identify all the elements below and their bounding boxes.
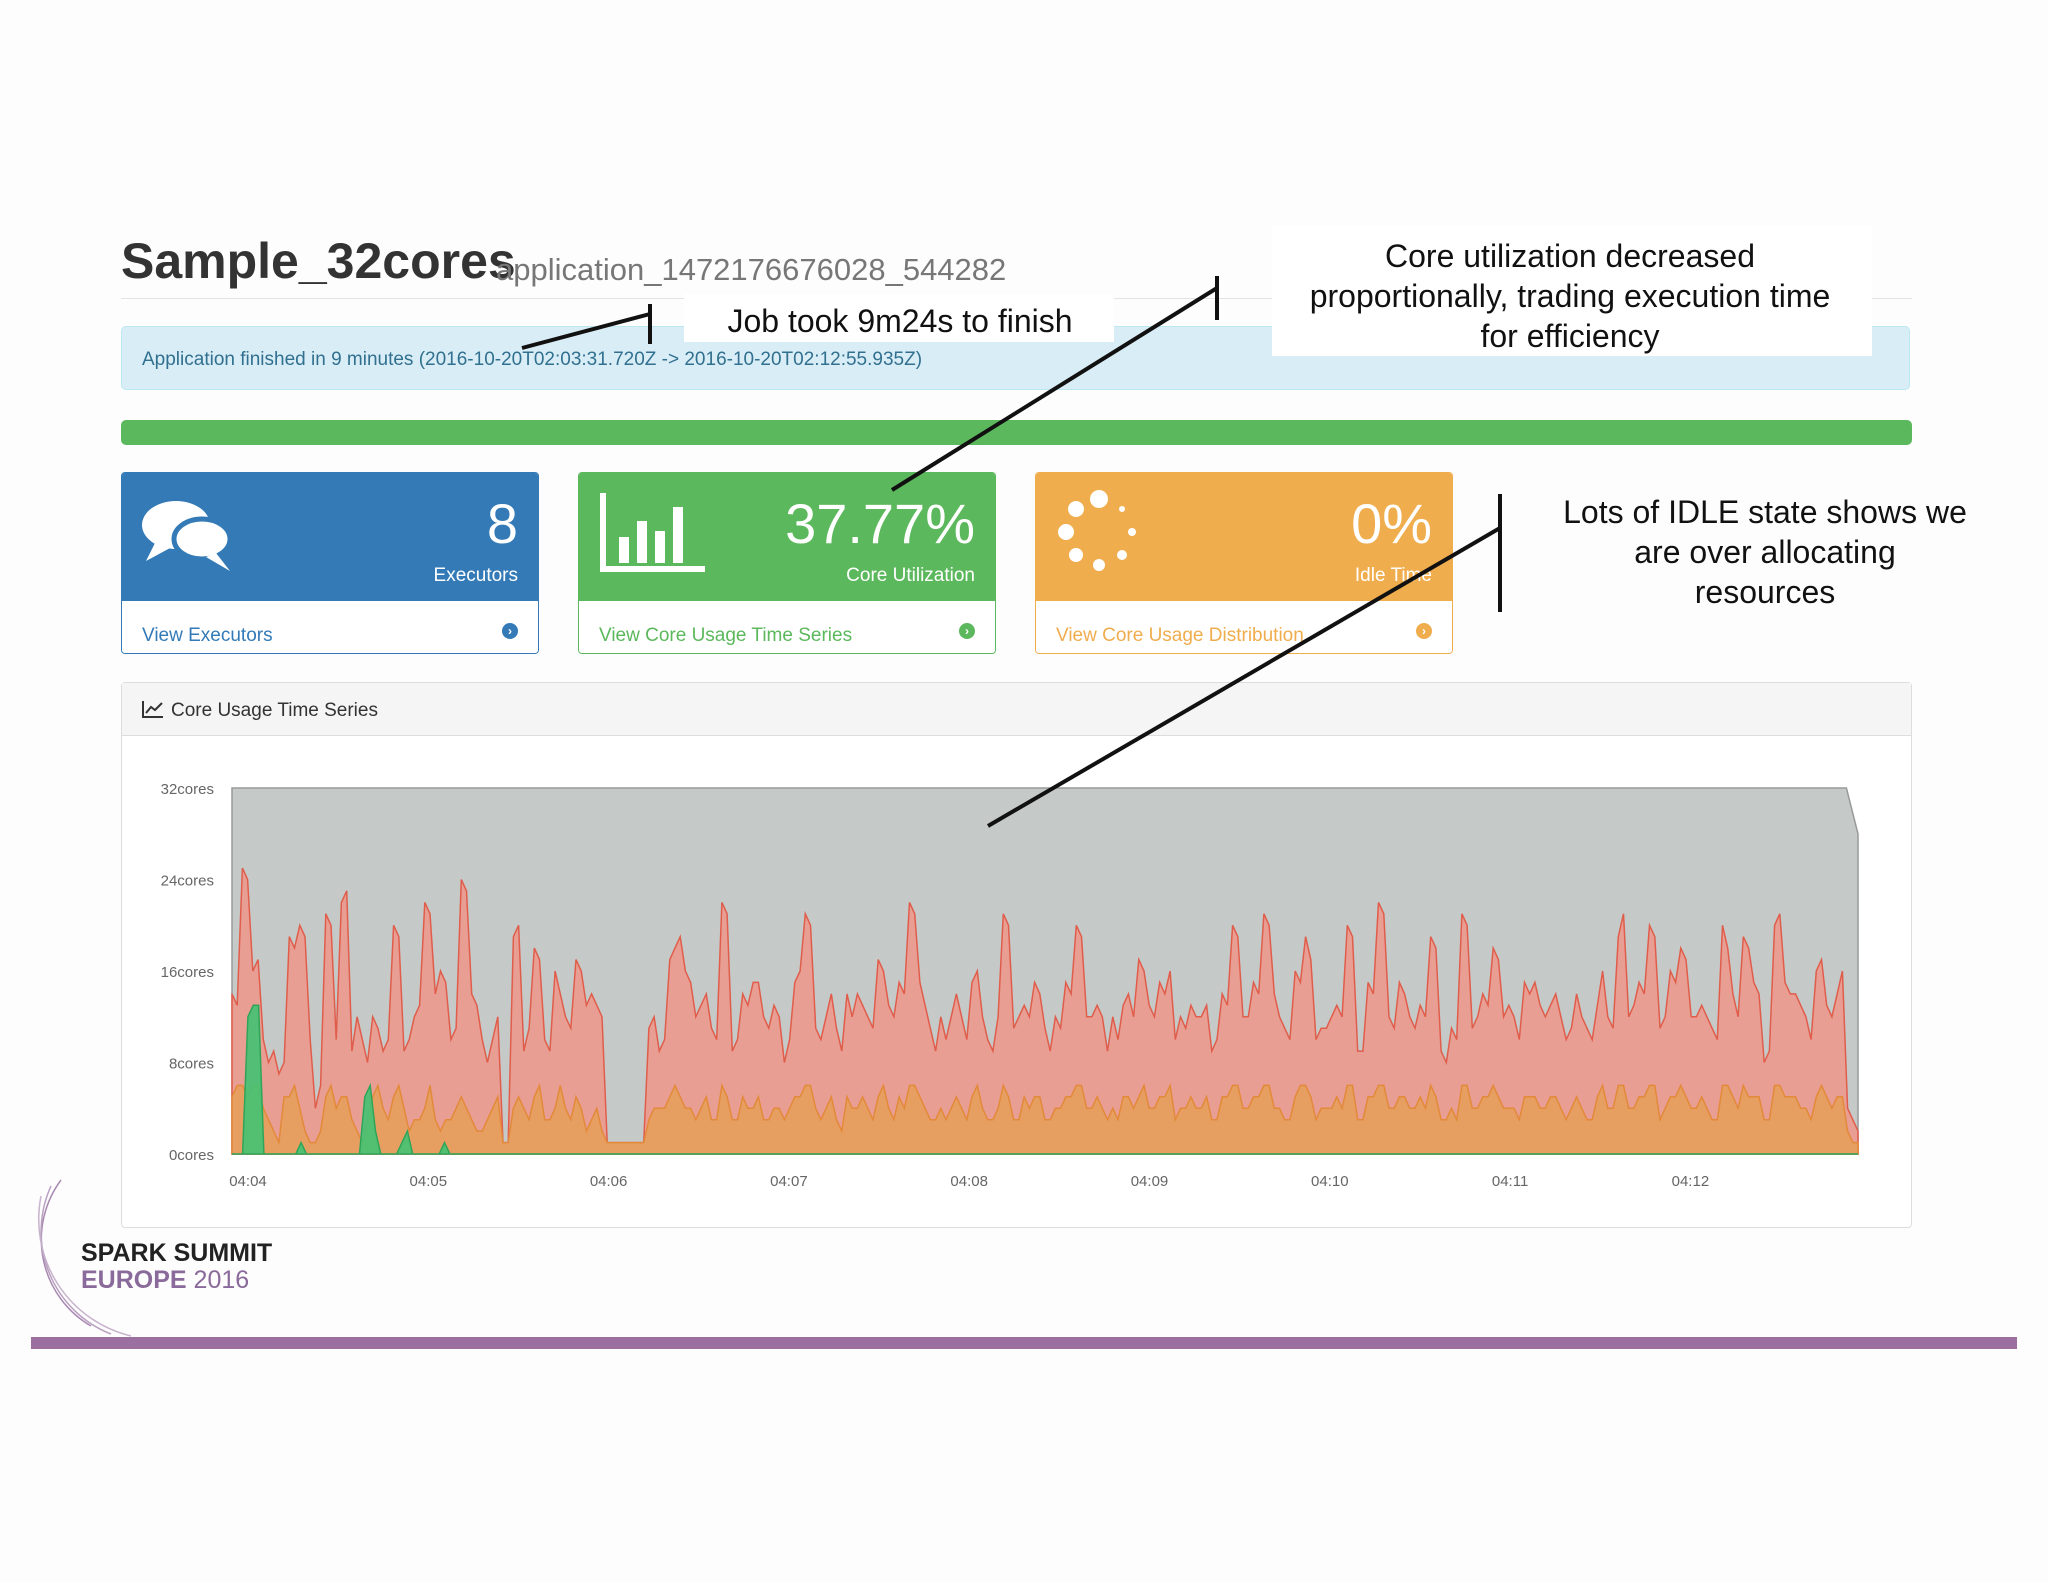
- view-executors-link[interactable]: View Executors ›: [122, 601, 538, 653]
- annotation-job-duration: Job took 9m24s to finish: [727, 303, 1073, 339]
- y-tick-label: 0cores: [169, 1147, 214, 1164]
- x-tick-label: 04:07: [770, 1173, 808, 1190]
- line-chart-icon: [142, 701, 163, 718]
- executors-panel-header: 8 Executors: [122, 473, 538, 601]
- x-tick-label: 04:04: [229, 1173, 267, 1190]
- series-area-1: [231, 867, 1859, 1155]
- application-id: application_1472176676028_544282: [496, 252, 1007, 287]
- chart-title: Core Usage Time Series: [171, 700, 378, 721]
- arrow-circle-right-icon: ›: [502, 623, 518, 639]
- view-core-usage-distribution-link[interactable]: View Core Usage Distribution ›: [1036, 601, 1452, 653]
- x-tick-label: 04:12: [1672, 1173, 1710, 1190]
- spark-summit-logo-line2: EUROPE 2016: [81, 1266, 249, 1295]
- arrow-circle-right-icon: ›: [1416, 623, 1432, 639]
- annotation-1-pointer: [521, 312, 651, 350]
- annotation-2-backdrop: [1272, 226, 1872, 356]
- x-tick-label: 04:10: [1311, 1173, 1349, 1190]
- view-executors-label: View Executors: [142, 625, 273, 646]
- core-utilization-panel: 37.77% Core Utilization View Core Usage …: [578, 472, 996, 654]
- y-tick-label: 32cores: [161, 781, 214, 798]
- x-tick-label: 04:06: [590, 1173, 628, 1190]
- spark-summit-logo-graphic: [31, 1176, 201, 1338]
- spinner-icon: [1058, 490, 1136, 571]
- idle-time-value: 0%: [1351, 492, 1432, 555]
- x-tick-label: 04:11: [1492, 1173, 1528, 1190]
- annotation-core-utilization: Core utilization decreased proportionall…: [1309, 238, 1831, 354]
- y-tick-label: 24cores: [161, 873, 214, 890]
- x-tick-label: 04:05: [410, 1173, 448, 1190]
- status-alert-text: Application finished in 9 minutes (2016-…: [142, 349, 923, 370]
- bar-chart-icon: [600, 493, 705, 572]
- chart-panel-header: Core Usage Time Series: [122, 683, 1911, 736]
- comments-icon: [142, 501, 233, 571]
- arrow-circle-right-icon: ›: [959, 623, 975, 639]
- annotation-3-pointer: [986, 526, 1502, 828]
- annotation-2-pointer: [890, 286, 1219, 492]
- logo-year: 2016: [193, 1266, 250, 1294]
- y-tick-label: 8cores: [169, 1056, 214, 1073]
- logo-europe: EUROPE: [81, 1266, 187, 1294]
- idle-time-panel-header: 0% Idle Time: [1036, 473, 1452, 601]
- x-tick-label: 04:08: [950, 1173, 988, 1190]
- executors-count: 8: [486, 492, 518, 555]
- core-utilization-label: Core Utilization: [846, 565, 975, 586]
- spark-summit-logo-line1: SPARK SUMMIT: [81, 1239, 273, 1267]
- series-area-3: [232, 1004, 1858, 1155]
- annotation-1-backdrop: [684, 294, 1114, 342]
- core-utilization-value: 37.77%: [785, 492, 975, 555]
- executors-panel: 8 Executors View Executors ›: [121, 472, 539, 654]
- progress-bar: [121, 420, 1912, 445]
- application-name: Sample_32cores: [121, 233, 516, 289]
- x-tick-label: 04:09: [1131, 1173, 1169, 1190]
- series-area-2: [231, 1082, 1859, 1155]
- core-utilization-panel-header: 37.77% Core Utilization: [579, 473, 995, 601]
- view-core-usage-time-series-label: View Core Usage Time Series: [599, 625, 853, 646]
- annotation-idle-state: Lots of IDLE state shows we are over all…: [1563, 494, 1967, 610]
- executors-label: Executors: [433, 565, 518, 586]
- view-core-usage-distribution-label: View Core Usage Distribution: [1056, 625, 1304, 646]
- view-core-usage-time-series-link[interactable]: View Core Usage Time Series ›: [579, 601, 995, 653]
- idle-time-panel: 0% Idle Time View Core Usage Distributio…: [1035, 472, 1453, 654]
- footer-accent-bar: [31, 1337, 2017, 1349]
- y-tick-label: 16cores: [161, 964, 214, 981]
